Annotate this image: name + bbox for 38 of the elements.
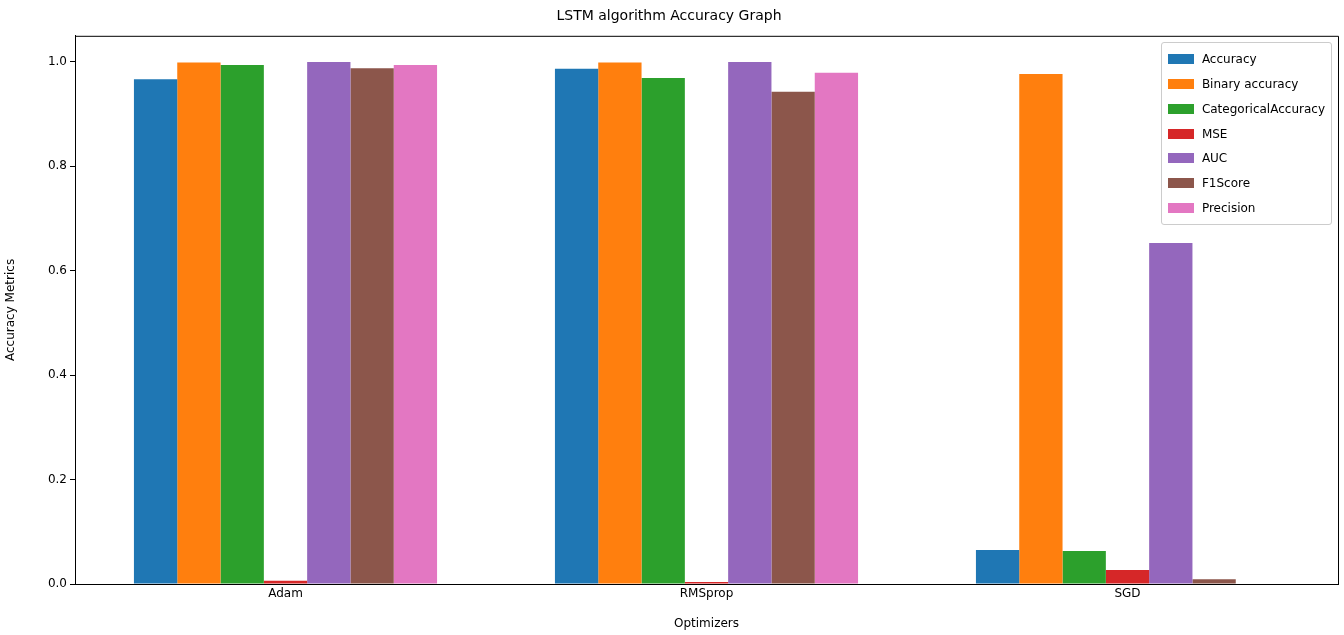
bar	[1105, 569, 1150, 584]
y-tick-label: 0.8	[47, 158, 67, 173]
legend-label: MSE	[1201, 126, 1228, 141]
bar	[598, 62, 642, 584]
bar	[1062, 551, 1106, 584]
y-tick-label: 1.0	[47, 54, 67, 69]
bar	[177, 62, 221, 584]
bar	[975, 550, 1020, 584]
bar	[350, 68, 394, 584]
bar	[1192, 579, 1236, 584]
x-tick-label: SGD	[1114, 586, 1141, 601]
legend-label: Precision	[1201, 200, 1256, 215]
bar	[1149, 243, 1193, 584]
y-tick-label: 0.6	[47, 262, 67, 277]
y-tick-label: 0.0	[47, 576, 67, 591]
legend-label: Binary accuracy	[1201, 76, 1299, 91]
y-axis-title: Accuracy Metrics	[3, 258, 18, 361]
legend-label: Accuracy	[1201, 52, 1257, 67]
y-tick-label: 0.4	[47, 367, 67, 382]
bar	[133, 79, 178, 584]
y-tick-label: 0.2	[47, 471, 67, 486]
bar	[728, 61, 772, 584]
bar	[1019, 73, 1063, 584]
legend-label: CategoricalAccuracy	[1201, 101, 1325, 116]
bar	[263, 580, 308, 584]
legend-label: F1Score	[1201, 176, 1251, 191]
bar	[307, 61, 351, 584]
x-tick-label: Adam	[268, 586, 303, 601]
bar	[554, 68, 599, 584]
bar	[814, 72, 859, 584]
legend-label: AUC	[1201, 151, 1228, 166]
bar	[220, 65, 264, 584]
bar	[771, 91, 815, 584]
bar	[641, 78, 685, 584]
chart-title: LSTM algorithm Accuracy Graph	[556, 7, 782, 24]
bar	[393, 65, 438, 584]
x-axis-title: Optimizers	[674, 615, 739, 630]
x-tick-label: RMSprop	[679, 586, 734, 601]
